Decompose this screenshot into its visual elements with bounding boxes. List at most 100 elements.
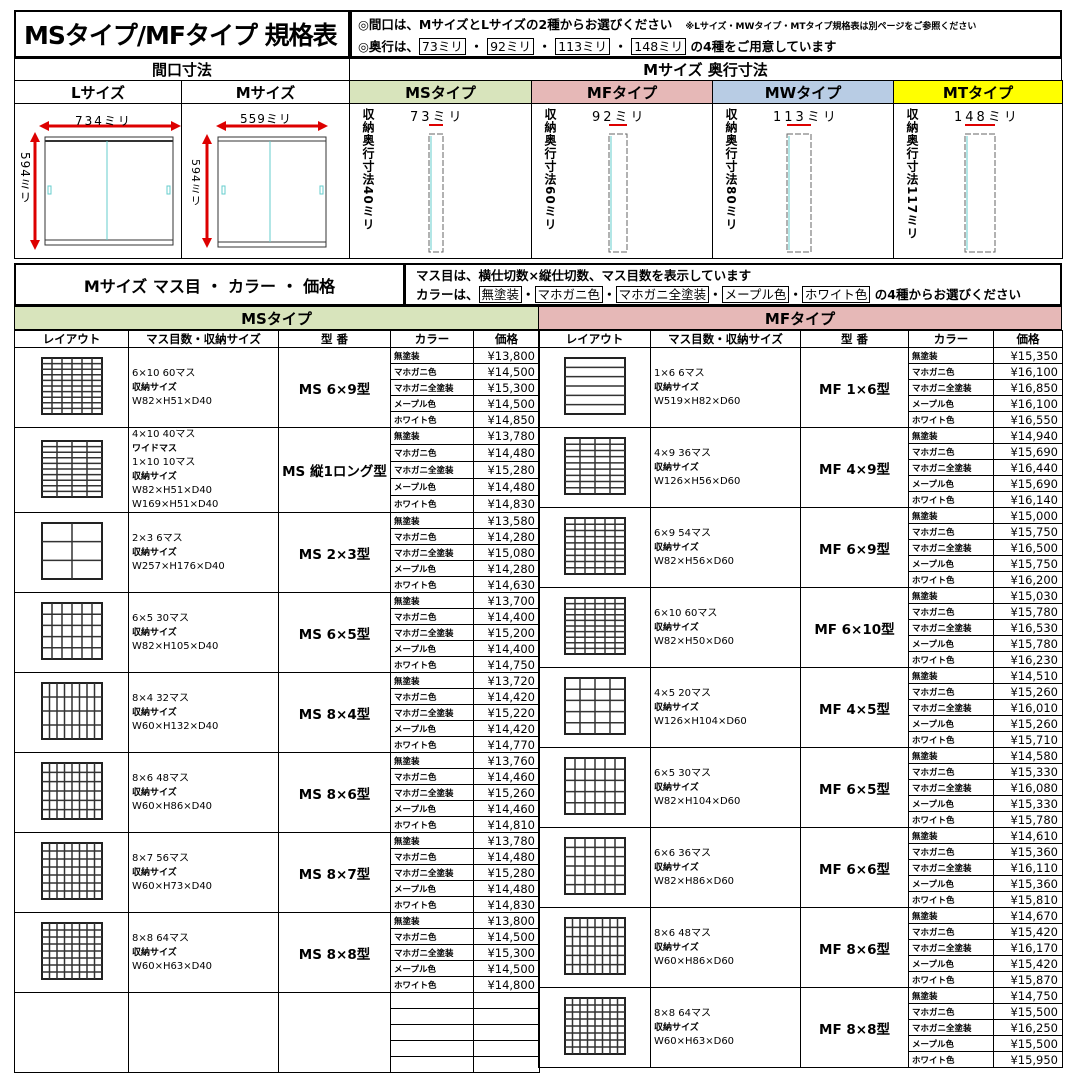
size-line: 6×6 36マス (654, 847, 712, 859)
color-name: ホワイト色 (390, 411, 474, 428)
size-line: W126×H104×D60 (654, 715, 747, 727)
size-line: 4×9 36マス (654, 447, 712, 459)
grid-layout-icon (542, 834, 647, 901)
m-size-cabinet-icon (202, 121, 328, 248)
price: ¥16,110 (993, 859, 1063, 876)
grid-layout-icon (18, 519, 125, 586)
table-subrow (15, 1056, 540, 1073)
size-line: 収納サイズ (654, 382, 699, 393)
color-name: マホガニ全塗装 (390, 864, 474, 881)
color-name: メープル色 (908, 795, 994, 812)
color-name: マホガニ色 (908, 603, 994, 620)
color-name: ホワイト色 (908, 731, 994, 748)
table-subrow: メープル色 ¥15,690 (539, 475, 1063, 492)
size-cell: 6×5 30マス 収納サイズ W82×H104×D60 (650, 747, 801, 828)
sep: ・ (522, 287, 535, 302)
layout-cell (538, 747, 651, 828)
size-line: 8×4 32マス (132, 692, 190, 704)
column-header: 型 番 (800, 330, 909, 348)
color-name (390, 1056, 474, 1073)
l-size-drawing: 734ミリ 594ミリ (14, 103, 182, 259)
size-line: 6×10 60マス (654, 607, 718, 619)
table-row: 6×5 30マス 収納サイズ W82×H104×D60 MF 6×5型 無塗装 ¥14,5… (538, 747, 1063, 828)
color-note-suffix: の4種からお選びください (874, 287, 1021, 302)
color-name: ホワイト色 (390, 736, 474, 753)
size-line: 収納サイズ (132, 787, 177, 798)
table-subrow: メープル色 ¥14,480 (15, 478, 540, 496)
color-name: ホワイト色 (390, 896, 474, 913)
layout-cell (538, 427, 651, 508)
price: ¥14,480 (473, 880, 540, 897)
layout-cell (538, 907, 651, 988)
price: ¥14,830 (473, 495, 540, 513)
column-header: 型 番 (278, 330, 391, 348)
color-name: メープル色 (390, 478, 474, 496)
sep: ・ (709, 287, 722, 302)
color-name: マホガニ色 (908, 523, 994, 540)
color-name: 無塗装 (908, 987, 994, 1004)
column-header: マス目数・収納サイズ (650, 330, 801, 348)
grid-layout-icon (542, 914, 647, 981)
table-subrow: ホワイト色 ¥14,770 (15, 736, 540, 753)
table-row: 1×6 6マス 収納サイズ W519×H82×D60 MF 1×6型 無塗装 ¥15,35… (538, 347, 1063, 428)
color-name: 無塗装 (908, 427, 994, 444)
color-name (390, 992, 474, 1009)
size-cell: 4×5 20マス 収納サイズ W126×H104×D60 (650, 667, 801, 748)
price: ¥15,750 (993, 523, 1063, 540)
frontage-header: 間口寸法 (14, 58, 350, 81)
table-subrow: マホガニ色 ¥15,420 (539, 923, 1063, 940)
depth-profile-icon (350, 104, 520, 262)
color-option: マホガニ全塗装 (615, 286, 710, 303)
size-cell: 6×5 30マス 収納サイズ W82×H105×D40 (128, 592, 279, 673)
table-subrow: メープル色 ¥15,420 (539, 955, 1063, 972)
size-cell: 6×6 36マス 収納サイズ W82×H86×D60 (650, 827, 801, 908)
model-number: MF 1×6型 (800, 347, 909, 428)
table-subrow: ホワイト色 ¥14,750 (15, 656, 540, 673)
grid-layout-icon (542, 434, 647, 501)
sep: ・ (470, 39, 483, 54)
color-name: メープル色 (908, 1035, 994, 1052)
table-subrow: マホガニ全塗装 ¥16,850 (539, 379, 1063, 396)
color-name: メープル色 (390, 560, 474, 577)
color-name: メープル色 (908, 635, 994, 652)
model-number: MF 4×9型 (800, 427, 909, 508)
size-cell: 8×4 32マス 収納サイズ W60×H132×D40 (128, 672, 279, 753)
size-cell: 6×9 54マス 収納サイズ W82×H56×D60 (650, 507, 801, 588)
table-subrow: マホガニ色 ¥15,360 (539, 843, 1063, 860)
price: ¥14,630 (473, 576, 540, 593)
price: ¥16,500 (993, 539, 1063, 556)
color-name: メープル色 (908, 475, 994, 492)
price: ¥14,800 (473, 976, 540, 993)
depth-option: 73ミリ (418, 38, 466, 55)
price: ¥15,420 (993, 955, 1063, 972)
table-row: 8×8 64マス 収納サイズ W60×H63×D60 MF 8×8型 無塗装 ¥14,75… (538, 987, 1063, 1068)
price: ¥15,030 (993, 587, 1063, 604)
price: ¥15,690 (993, 475, 1063, 492)
color-name: メープル色 (390, 960, 474, 977)
size-cell: 6×10 60マス 収納サイズ W82×H51×D40 (128, 347, 279, 428)
note-other-pages: ※Lサイズ・MWタイプ・MTタイプ規格表は別ページをご参照ください (685, 22, 977, 32)
color-name: マホガニ全塗装 (908, 1019, 994, 1036)
color-name: ホワイト色 (908, 411, 994, 428)
grid-layout-icon (18, 759, 125, 826)
size-line: W82×H104×D60 (654, 795, 741, 807)
color-name: メープル色 (908, 395, 994, 412)
price: ¥13,700 (473, 592, 540, 609)
price: ¥14,480 (473, 848, 540, 865)
color-name: 無塗装 (390, 592, 474, 609)
table-subrow: マホガニ全塗装 ¥16,530 (539, 619, 1063, 636)
column-header-row: レイアウト マス目数・収納サイズ型 番カラー 価格 (538, 330, 1063, 348)
table-subrow: マホガニ全塗装 ¥16,440 (539, 459, 1063, 476)
note-depth-prefix: ◎奥行は、 (358, 39, 419, 54)
layout-cell (14, 912, 129, 993)
table-subrow: ホワイト色 ¥14,830 (15, 495, 540, 513)
price (473, 1008, 540, 1025)
layout-cell (14, 752, 129, 833)
size-line: 2×3 6マス (132, 532, 183, 544)
price: ¥13,800 (473, 347, 540, 364)
color-name: 無塗装 (390, 427, 474, 445)
price: ¥14,810 (473, 816, 540, 833)
price: ¥15,200 (473, 624, 540, 641)
layout-cell (14, 992, 129, 1073)
price: ¥15,780 (993, 635, 1063, 652)
